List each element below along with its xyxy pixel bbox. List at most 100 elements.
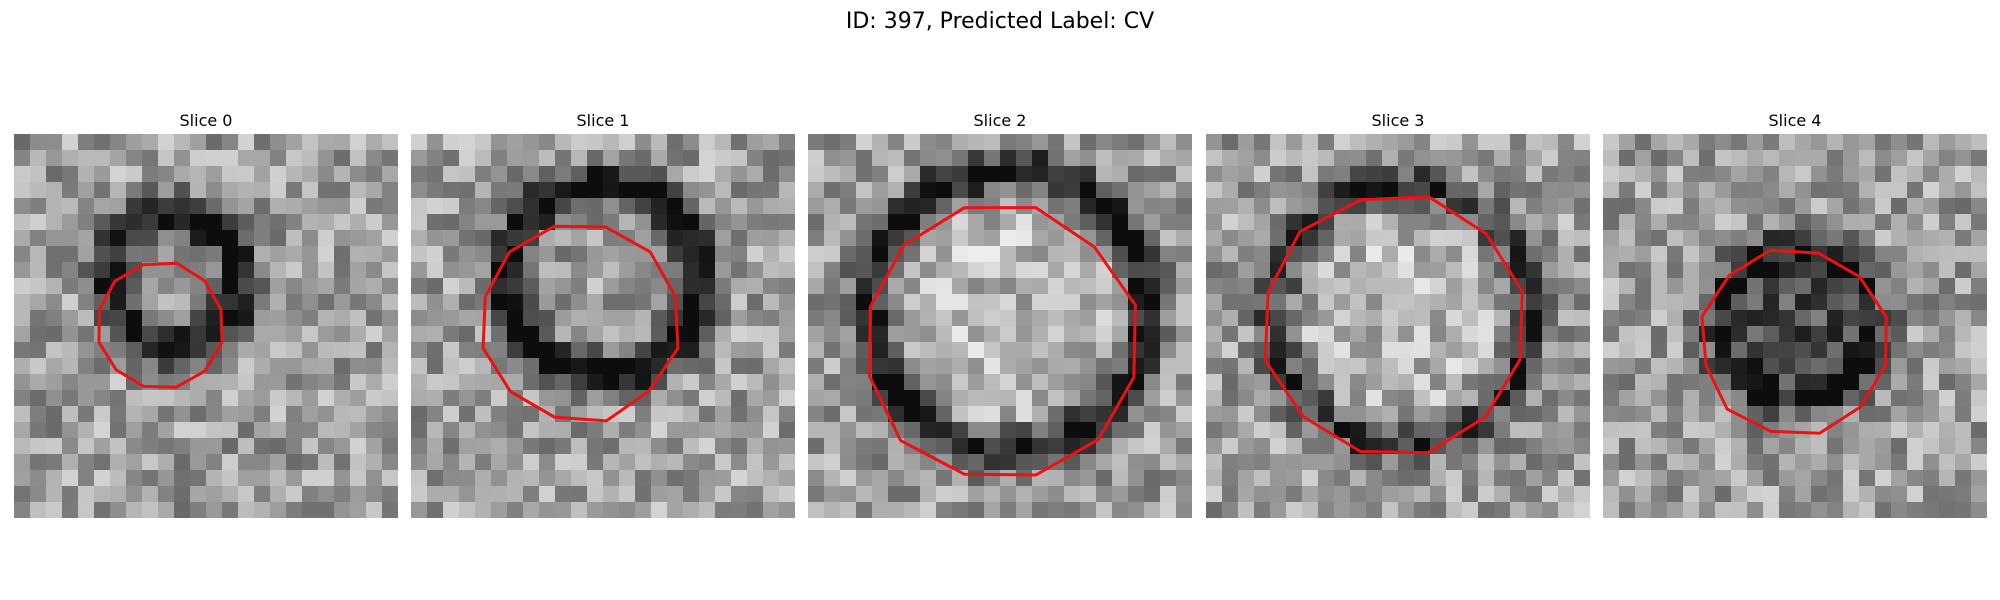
pixel-cell [1430,294,1447,311]
pixel-cell [888,278,905,295]
pixel-cell [1446,134,1463,151]
pixel-cell [318,358,335,375]
pixel-cell [1000,230,1017,247]
pixel-cell [555,246,572,263]
pixel-cell [1286,214,1303,231]
pixel-cell [1526,326,1543,343]
pixel-cell [1494,406,1511,423]
pixel-cell [174,502,191,518]
pixel-cell [1176,214,1192,231]
pixel-cell [1350,374,1367,391]
pixel-cell [808,342,825,359]
pixel-cell [1763,214,1780,231]
pixel-cell [1334,390,1351,407]
pixel-cell [1891,294,1908,311]
pixel-cell [238,310,255,327]
pixel-cell [1510,406,1527,423]
pixel-cell [1763,294,1780,311]
pixel-cell [763,278,780,295]
pixel-cell [763,262,780,279]
pixel-cell [475,358,492,375]
pixel-cell [523,134,540,151]
pixel-cell [968,150,985,167]
pixel-cell [715,502,732,518]
pixel-cell [1971,166,1987,183]
pixel-cell [1939,454,1956,471]
pixel-cell [1096,342,1113,359]
pixel-cell [539,358,556,375]
pixel-cell [254,390,271,407]
pixel-cell [904,198,921,215]
pixel-cell [1827,390,1844,407]
pixel-cell [715,342,732,359]
pixel-cell [635,182,652,199]
pixel-cell [1080,422,1097,439]
pixel-cell [507,390,524,407]
pixel-cell [1811,342,1828,359]
pixel-cell [667,198,684,215]
pixel-cell [238,214,255,231]
pixel-cell [1971,278,1987,295]
pixel-cell [190,166,207,183]
pixel-cell [1939,198,1956,215]
pixel-cell [920,470,937,487]
pixel-cell [1859,406,1876,423]
pixel-cell [1510,134,1527,151]
pixel-cell [1112,470,1129,487]
pixel-cell [1254,198,1271,215]
pixel-cell [1574,246,1590,263]
pixel-cell [1382,150,1399,167]
pixel-cell [507,406,524,423]
pixel-cell [1747,486,1764,503]
pixel-cell [254,198,271,215]
pixel-cell [1907,214,1924,231]
pixel-cell [1811,438,1828,455]
pixel-cell [1112,294,1129,311]
pixel-cell [731,262,748,279]
pixel-cell [1160,310,1177,327]
pixel-cell [1747,262,1764,279]
pixel-cell [1032,358,1049,375]
pixel-cell [1016,262,1033,279]
pixel-cell [94,374,111,391]
pixel-cell [1510,182,1527,199]
pixel-cell [350,198,367,215]
pixel-cell [1032,374,1049,391]
pixel-cell [808,422,825,439]
pixel-cell [715,422,732,439]
pixel-cell [1286,390,1303,407]
pixel-cell [1811,358,1828,375]
pixel-cell [1779,438,1796,455]
pixel-cell [350,502,367,518]
pixel-cell [1619,326,1636,343]
pixel-cell [190,342,207,359]
pixel-cell [603,150,620,167]
pixel-cell [904,262,921,279]
pixel-cell [699,422,716,439]
pixel-cell [1160,182,1177,199]
pixel-cell [1795,294,1812,311]
pixel-cell [1048,470,1065,487]
pixel-cell [1971,294,1987,311]
pixel-cell [555,390,572,407]
pixel-cell [1859,214,1876,231]
pixel-cell [587,422,604,439]
pixel-cell [1000,310,1017,327]
pixel-cell [206,134,223,151]
pixel-cell [619,310,636,327]
pixel-cell [366,198,383,215]
pixel-cell [1558,502,1575,518]
pixel-cell [158,486,175,503]
pixel-cell [1635,310,1652,327]
pixel-cell [587,374,604,391]
pixel-cell [1270,342,1287,359]
pixel-cell [1222,438,1239,455]
pixel-cell [1398,326,1415,343]
pixel-cell [222,486,239,503]
pixel-cell [651,406,668,423]
pixel-cell [984,358,1001,375]
pixel-cell [1160,134,1177,151]
pixel-cell [443,486,460,503]
pixel-cell [1619,246,1636,263]
pixel-cell [475,470,492,487]
